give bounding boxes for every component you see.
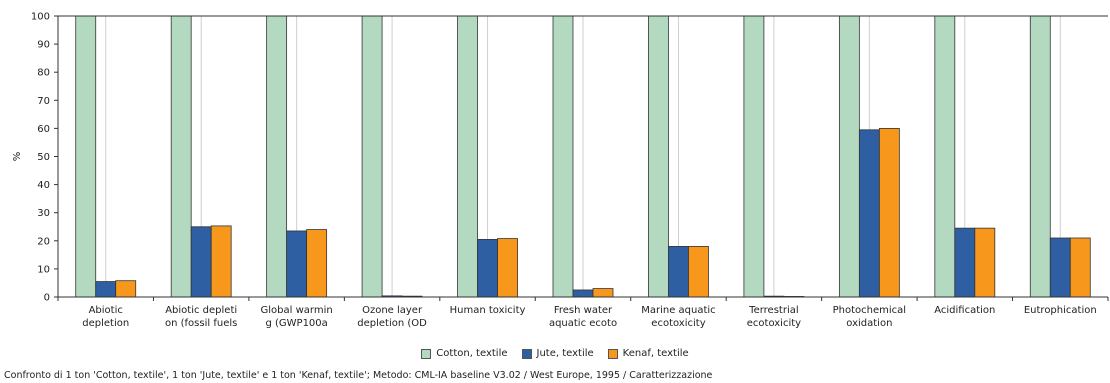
y-tick-label: 0 xyxy=(44,293,50,304)
bar-cotton-1 xyxy=(170,15,192,298)
grid-lines xyxy=(105,16,1061,297)
chart-caption: Confronto di 1 ton 'Cotton, textile', 1 … xyxy=(4,370,713,381)
legend-item-cotton: Cotton, textile xyxy=(421,348,508,359)
y-tick-label: 100 xyxy=(31,12,50,23)
bar-jute-8 xyxy=(858,129,880,298)
axes xyxy=(54,15,1109,301)
category-label: Ozone layer depletion (OD xyxy=(357,305,427,329)
y-tick-label: 10 xyxy=(37,264,50,275)
y-tick-label: 90 xyxy=(37,40,50,51)
bar-cotton-9 xyxy=(934,15,956,298)
bar-jute-6 xyxy=(668,246,689,298)
bar-cotton-10 xyxy=(1029,15,1051,298)
legend-swatch-cotton xyxy=(421,348,432,359)
y-tick-label: 70 xyxy=(37,96,50,107)
chart: 0 10 20 30 40 50 60 70 80 90 100% Abiotic depletion A… xyxy=(12,12,1109,330)
y-tick-label: 50 xyxy=(37,152,50,163)
bar-cotton-8 xyxy=(838,15,860,298)
bar-jute-9 xyxy=(954,227,976,298)
bar-kenaf-2 xyxy=(306,229,328,298)
bar-kenaf-8 xyxy=(878,127,900,298)
legend: Cotton, textile Jute, textile Kenaf, tex… xyxy=(0,348,1110,359)
category-label: Fresh water aquatic ecoto xyxy=(549,305,617,329)
bar-jute-2 xyxy=(286,230,308,298)
bar-kenaf-0 xyxy=(115,280,137,298)
category-label: Eutrophication xyxy=(1024,305,1097,316)
bar-jute-10 xyxy=(1049,237,1071,298)
category-label: Abiotic depleti on (fossil fuels xyxy=(165,305,237,329)
y-tick-label: 30 xyxy=(37,208,50,219)
legend-item-jute: Jute, textile xyxy=(521,348,594,359)
category-label: Photochemical oxidation xyxy=(833,305,906,329)
category-label: Terrestrial ecotoxicity xyxy=(747,305,801,329)
bar-kenaf-1 xyxy=(210,225,232,298)
category-label: Abiotic depletion xyxy=(82,305,129,329)
bar-cotton-7 xyxy=(743,15,765,298)
bar-cotton-0 xyxy=(75,15,97,298)
y-tick-label: 60 xyxy=(37,124,50,135)
labels: 0 10 20 30 40 50 60 70 80 90 100% Abiotic depletion A… xyxy=(12,12,1097,330)
bar-cotton-4 xyxy=(457,15,478,298)
bar-cotton-6 xyxy=(648,15,669,298)
y-tick-label: 20 xyxy=(37,236,50,247)
bar-kenaf-6 xyxy=(688,246,709,298)
bar-kenaf-9 xyxy=(974,227,996,298)
category-label: Global warmin g (GWP100a xyxy=(261,305,333,329)
bar-cotton-2 xyxy=(266,15,288,298)
bar-jute-1 xyxy=(190,226,212,298)
category-label: Human toxicity xyxy=(450,305,526,316)
legend-label-kenaf: Kenaf, textile xyxy=(622,348,689,359)
bar-kenaf-5 xyxy=(592,288,614,298)
category-label: Marine aquatic ecotoxicity xyxy=(641,305,715,329)
bar-cotton-5 xyxy=(552,15,574,298)
legend-swatch-kenaf xyxy=(607,348,618,359)
bar-jute-5 xyxy=(572,289,594,298)
y-axis-label: % xyxy=(12,152,23,162)
category-label: Acidification xyxy=(934,305,995,316)
bar-kenaf-4 xyxy=(497,238,518,298)
bar-cotton-3 xyxy=(361,15,383,298)
bar-kenaf-10 xyxy=(1069,237,1091,298)
bar-jute-4 xyxy=(477,238,498,298)
legend-swatch-jute xyxy=(521,348,532,359)
y-tick-label: 40 xyxy=(37,180,50,191)
y-tick-label: 80 xyxy=(37,68,50,79)
legend-label-cotton: Cotton, textile xyxy=(436,348,508,359)
bar-jute-0 xyxy=(95,281,117,298)
legend-item-kenaf: Kenaf, textile xyxy=(607,348,689,359)
legend-label-jute: Jute, textile xyxy=(536,348,594,359)
